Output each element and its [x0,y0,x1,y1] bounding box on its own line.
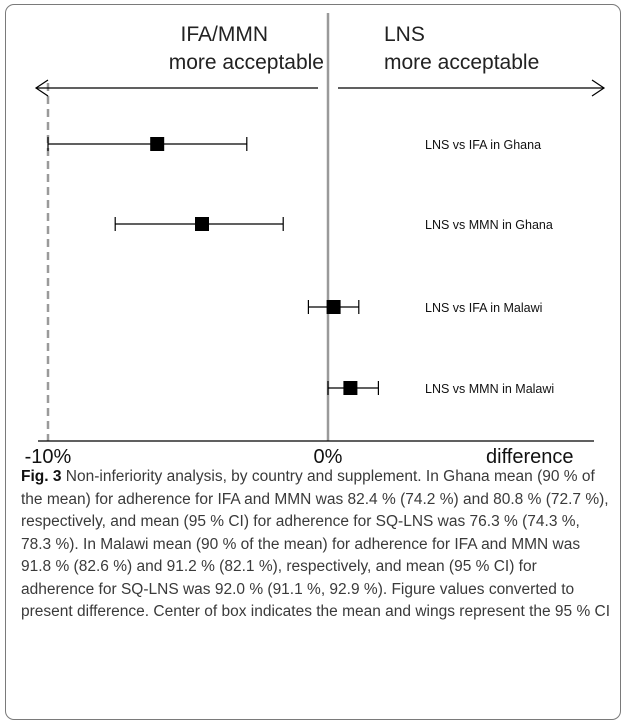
forest-row: LNS vs IFA in Malawi [307,300,542,315]
row-label: LNS vs IFA in Malawi [425,301,542,315]
forest-row: LNS vs IFA in Ghana [47,137,541,152]
mean-marker [326,300,341,314]
mean-marker [150,137,165,151]
header-right-line2: more acceptable [384,51,539,74]
header-right-line1: LNS [384,23,425,46]
x-axis-label: difference [486,446,573,465]
row-label: LNS vs MMN in Ghana [425,218,553,232]
x-tick-label: -10% [25,446,72,465]
row-label: LNS vs IFA in Ghana [425,138,541,152]
forest-row: LNS vs MMN in Ghana [114,217,553,232]
caption-label: Fig. 3 [21,468,62,485]
mean-marker [195,217,209,231]
caption-text: Non-inferiority analysis, by country and… [21,468,611,620]
arrow-left-head-icon [34,79,49,97]
x-tick-label: 0% [314,446,343,465]
row-label: LNS vs MMN in Malawi [425,382,554,396]
figure-frame: IFA/MMN more acceptable LNS more acceptable… [5,4,621,720]
forest-plot: IFA/MMN more acceptable LNS more acceptable… [25,13,606,465]
figure-caption: Fig. 3 Non-inferiority analysis, by coun… [21,466,611,624]
header-left-line1: IFA/MMN [181,23,269,46]
arrow-right-head-icon [591,79,606,97]
forest-row: LNS vs MMN in Malawi [327,381,554,396]
mean-marker [343,381,358,395]
header-left-line2: more acceptable [169,51,324,74]
